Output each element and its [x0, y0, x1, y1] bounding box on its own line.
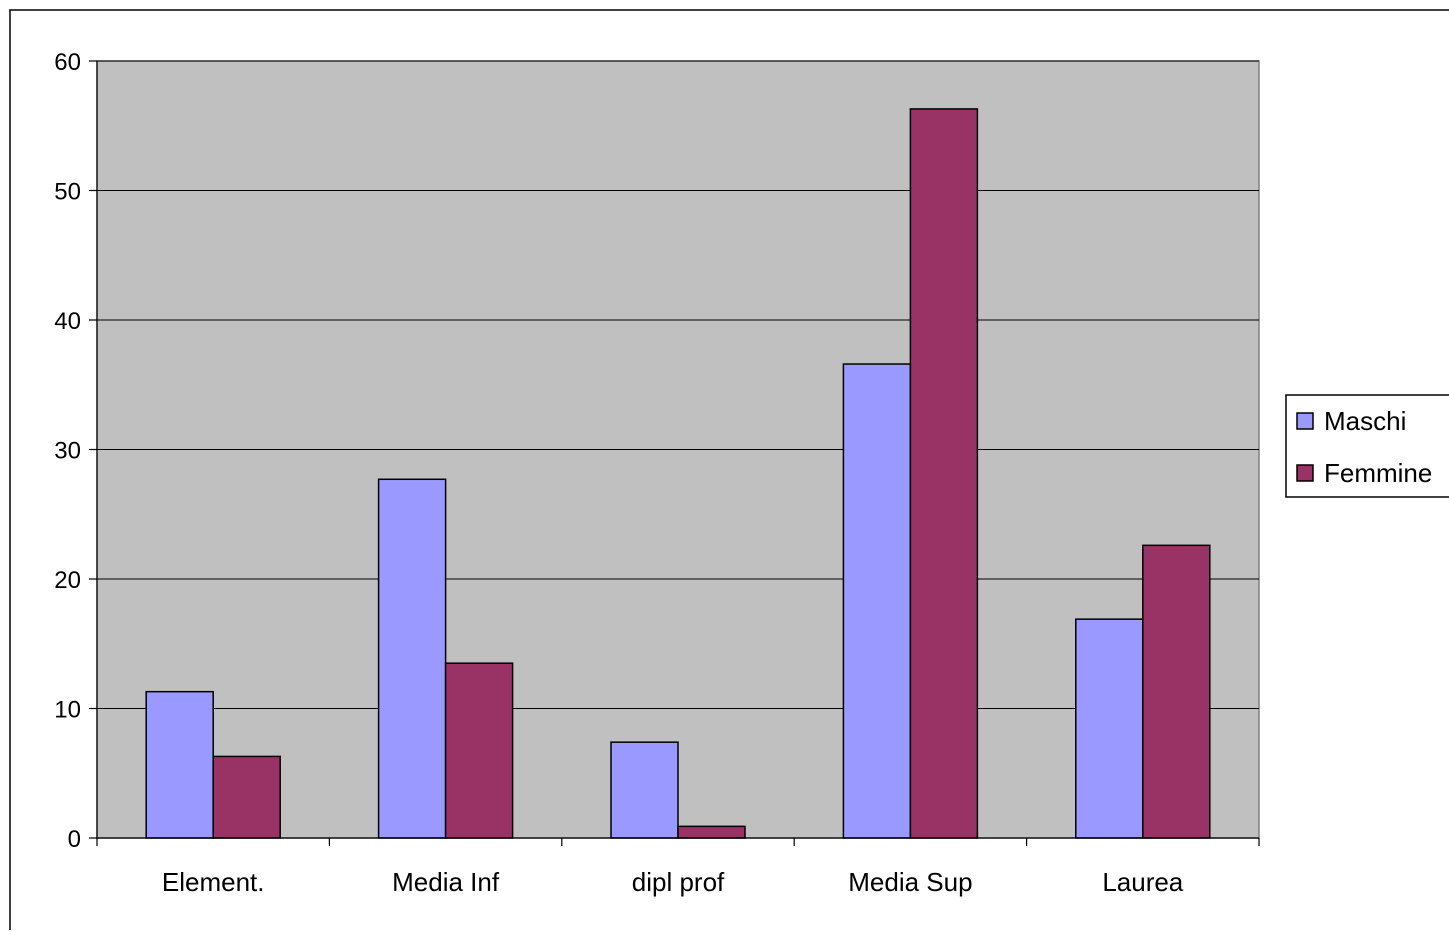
y-tick-label: 20: [54, 567, 81, 594]
legend-label-femmine: Femmine: [1324, 458, 1432, 488]
bar-maschi-0: [145, 690, 214, 839]
y-tick-label: 60: [54, 49, 81, 76]
bars: [145, 108, 1211, 839]
y-tick-label: 40: [54, 308, 81, 335]
bar-femmine-2: [677, 825, 746, 839]
bar-femmine-3: [909, 108, 979, 839]
x-tick-label: Laurea: [1102, 867, 1183, 897]
y-tick-label: 50: [54, 179, 81, 206]
x-tick-label: Element.: [162, 867, 265, 897]
bar-maschi-3: [842, 363, 912, 839]
y-tick-label: 0: [68, 826, 81, 853]
bar-maschi-4: [1075, 618, 1144, 839]
legend-label-maschi: Maschi: [1324, 406, 1406, 436]
legend-swatch-maschi: [1296, 412, 1314, 430]
x-tick-label: Media Inf: [392, 867, 500, 897]
x-tick-label: Media Sup: [848, 867, 972, 897]
axes: 0 10 20 30 40 50 60 Element. Media Inf dipl prof M…: [54, 49, 1260, 897]
bar-maschi-2: [610, 741, 679, 839]
bar-maschi-1: [377, 478, 447, 839]
legend-swatch-femmine: [1296, 464, 1314, 482]
bar-femmine-1: [444, 662, 514, 839]
bar-femmine-4: [1142, 544, 1211, 839]
y-tick-label: 10: [54, 697, 81, 724]
legend: Maschi Femmine: [1285, 394, 1449, 498]
gridlines: [97, 60, 1259, 709]
y-tick-label: 30: [54, 438, 81, 465]
x-tick-label: dipl prof: [632, 867, 725, 897]
bar-femmine-0: [212, 755, 281, 839]
